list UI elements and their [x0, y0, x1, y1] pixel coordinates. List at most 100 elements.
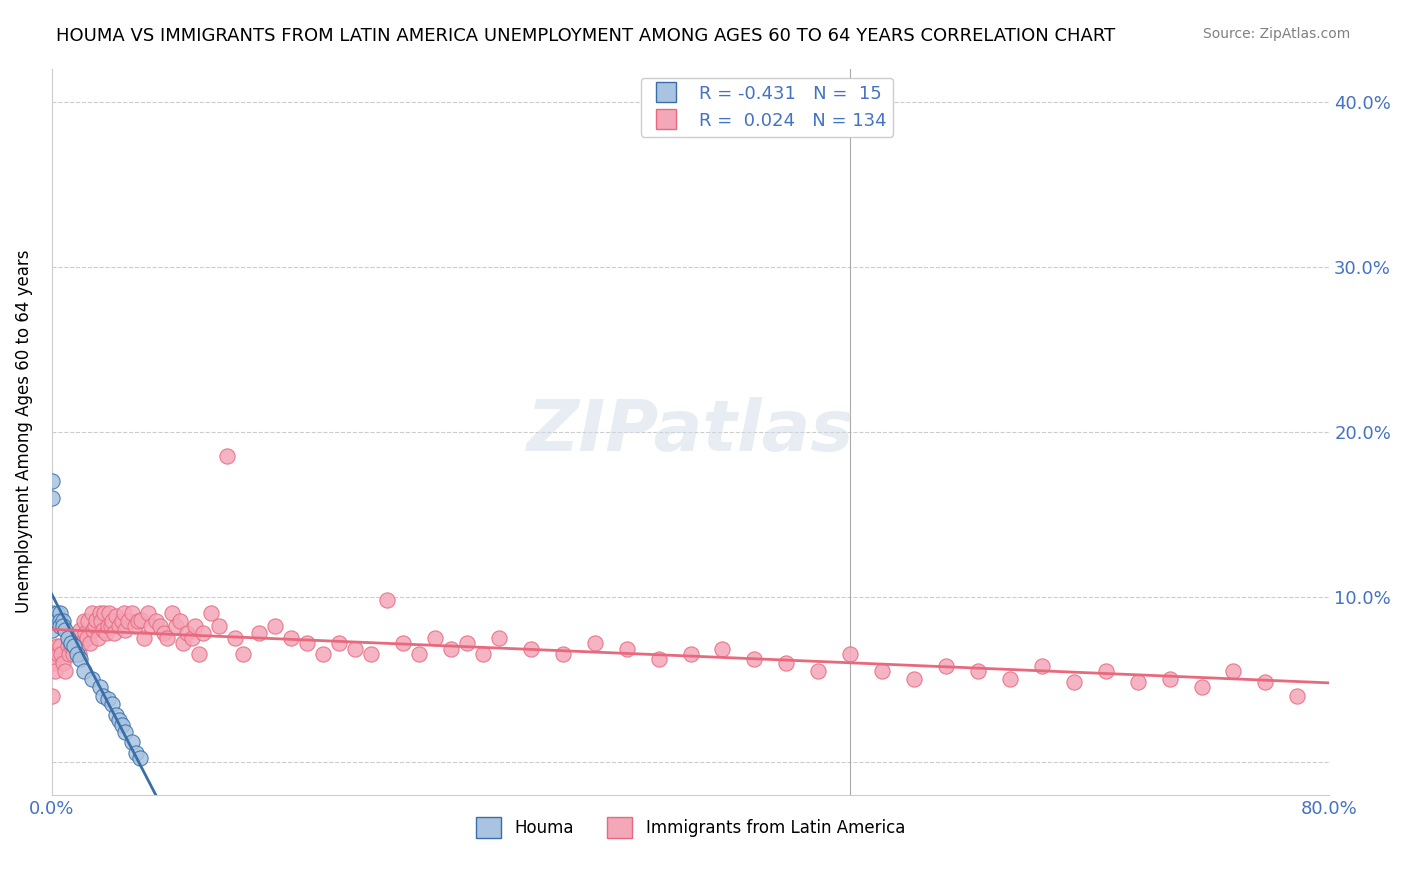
Point [711, 642, 734, 657]
Point [46, 648, 69, 662]
Point [127, 615, 149, 629]
Point [193, 626, 215, 640]
Point [935, 659, 957, 673]
Point [112, 606, 135, 620]
Point [551, 648, 574, 662]
Point [1254, 675, 1277, 690]
Point [165, 619, 187, 633]
Point [375, 593, 398, 607]
Point [48, 606, 70, 620]
Point [583, 636, 606, 650]
Point [41, 474, 63, 488]
Point [67, 648, 90, 662]
Point [100, 619, 122, 633]
Point [80, 672, 103, 686]
Point [1222, 664, 1244, 678]
Point [52, 615, 75, 629]
Point [152, 626, 174, 640]
Point [97, 619, 120, 633]
Point [108, 714, 131, 728]
Point [41, 689, 63, 703]
Point [145, 615, 167, 629]
Point [56, 631, 79, 645]
Point [97, 692, 120, 706]
Point [839, 648, 862, 662]
Point [181, 631, 204, 645]
Point [967, 664, 990, 678]
Point [149, 619, 172, 633]
Point [471, 648, 494, 662]
Point [87, 631, 110, 645]
Point [200, 606, 222, 620]
Point [89, 681, 111, 695]
Point [41, 648, 63, 662]
Point [360, 648, 382, 662]
Point [129, 613, 152, 627]
Point [80, 606, 103, 620]
Point [647, 652, 669, 666]
Point [91, 689, 114, 703]
Point [1191, 681, 1213, 695]
Point [42, 656, 65, 670]
Point [76, 631, 98, 645]
Point [616, 642, 638, 657]
Point [41, 491, 63, 505]
Point [104, 609, 127, 624]
Point [744, 652, 766, 666]
Point [488, 631, 510, 645]
Point [423, 631, 446, 645]
Point [139, 619, 162, 633]
Point [45, 615, 67, 629]
Point [104, 708, 127, 723]
Point [66, 648, 89, 662]
Point [208, 619, 231, 633]
Point [280, 631, 302, 645]
Point [392, 636, 415, 650]
Point [903, 672, 925, 686]
Point [66, 639, 89, 653]
Point [73, 664, 96, 678]
Point [121, 735, 143, 749]
Point [103, 626, 125, 640]
Point [90, 615, 112, 629]
Y-axis label: Unemployment Among Ages 60 to 64 years: Unemployment Among Ages 60 to 64 years [15, 250, 32, 614]
Point [52, 656, 75, 670]
Point [86, 613, 108, 627]
Point [51, 648, 73, 662]
Point [679, 648, 702, 662]
Point [264, 619, 287, 633]
Point [69, 623, 91, 637]
Point [1094, 664, 1116, 678]
Point [176, 626, 198, 640]
Point [156, 631, 179, 645]
Legend: Houma, Immigrants from Latin America: Houma, Immigrants from Latin America [470, 811, 911, 845]
Point [101, 697, 124, 711]
Point [870, 664, 893, 678]
Point [114, 725, 136, 739]
Point [297, 636, 319, 650]
Point [128, 751, 150, 765]
Point [1031, 659, 1053, 673]
Point [134, 631, 156, 645]
Point [44, 664, 66, 678]
Point [65, 631, 87, 645]
Point [82, 623, 104, 637]
Point [169, 615, 191, 629]
Point [45, 639, 67, 653]
Point [93, 606, 115, 620]
Point [91, 623, 114, 637]
Point [247, 626, 270, 640]
Point [520, 642, 543, 657]
Point [62, 648, 84, 662]
Point [41, 623, 63, 637]
Point [184, 619, 207, 633]
Point [101, 615, 124, 629]
Point [52, 619, 75, 633]
Point [111, 718, 134, 732]
Point [160, 606, 183, 620]
Point [48, 639, 70, 653]
Point [70, 636, 93, 650]
Point [775, 656, 797, 670]
Point [98, 606, 121, 620]
Point [89, 606, 111, 620]
